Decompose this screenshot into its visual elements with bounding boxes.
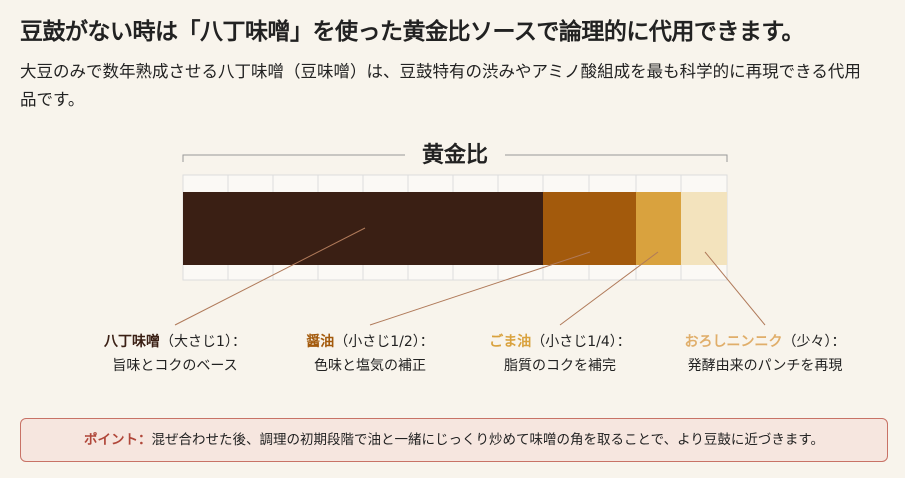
bracket: [182, 154, 728, 162]
subtitle: 大豆のみで数年熟成させる八丁味噌（豆味噌）は、豆鼓特有の渋みやアミノ酸組成を最も…: [20, 62, 861, 109]
item-description: 脂質のコクを補完: [504, 358, 616, 374]
segment-soy: [543, 192, 636, 265]
item-label: ごま油（小さじ1/4）： 脂質のコクを補完: [450, 330, 670, 378]
item-amount: （大さじ1）：: [160, 334, 246, 350]
item-name: 醤油: [306, 334, 335, 350]
item-description: 旨味とコクのベース: [112, 358, 238, 374]
item-label: おろしニンニク（少々）： 発酵由来のパンチを再現: [655, 330, 875, 378]
leader-lines: [174, 227, 766, 326]
item-amount: （少々）：: [782, 334, 846, 350]
item-label: 醤油（小さじ1/2）： 色味と塩気の補正: [260, 330, 480, 378]
segment-sesame: [636, 192, 681, 265]
note-text: 混ぜ合わせた後、調理の初期段階で油と一緒にじっくり炒めて味噌の角を取ることで、よ…: [151, 432, 824, 448]
item-name: おろしニンニク: [684, 334, 783, 350]
item-amount: （小さじ1/4）：: [531, 334, 631, 350]
ratio-label: 黄金比: [422, 142, 488, 168]
title: 豆鼓がない時は「八丁味噌」を使った黄金比ソースで論理的に代用できます。: [20, 19, 805, 45]
item-name: ごま油: [489, 334, 532, 350]
item-description: 色味と塩気の補正: [314, 358, 426, 374]
segment-garlic: [681, 192, 727, 265]
item-name: 八丁味噌: [104, 334, 161, 350]
note-box: ポイント：混ぜ合わせた後、調理の初期段階で油と一緒にじっくり炒めて味噌の角を取る…: [20, 418, 888, 462]
item-label: 八丁味噌（大さじ1）： 旨味とコクのベース: [65, 330, 285, 378]
note-label: ポイント：: [84, 432, 152, 448]
item-amount: （小さじ1/2）：: [334, 334, 434, 350]
item-description: 発酵由来のパンチを再現: [687, 358, 843, 374]
